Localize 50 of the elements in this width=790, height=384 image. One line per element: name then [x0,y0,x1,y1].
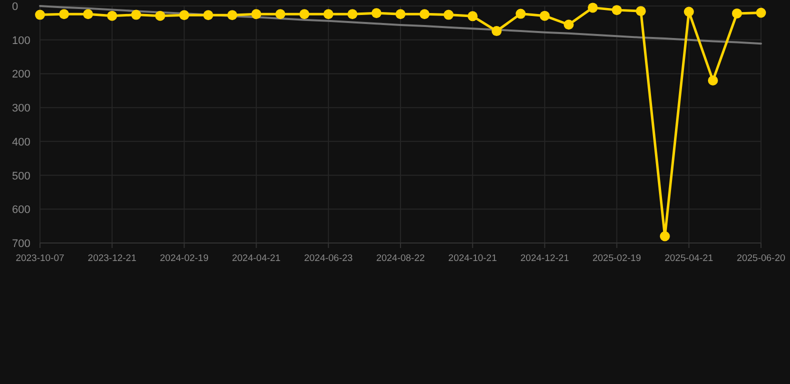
point [564,20,574,30]
point [468,11,478,22]
point [684,6,694,17]
point [59,9,70,20]
point [708,75,718,86]
point [347,9,358,20]
point [516,8,526,19]
y-tick-label: 500 [12,170,30,182]
x-tick-label: 2024-12-21 [520,253,570,264]
point [179,10,190,20]
point [732,8,742,18]
point [107,10,118,21]
x-tick-label: 2024-02-19 [160,253,209,264]
x-tick-label: 2025-02-19 [592,253,642,264]
point [420,9,430,20]
x-tick-label: 2025-04-21 [664,253,714,264]
point [203,10,214,20]
x-tick-label: 2024-08-22 [376,253,425,264]
y-tick-label: 100 [12,34,30,47]
point [275,9,286,20]
y-tick-label: 400 [12,136,30,148]
x-tick-label: 2023-10-07 [16,253,64,264]
point [492,26,502,36]
x-tick-label: 2024-04-21 [232,253,281,264]
point [251,9,262,20]
point [323,9,334,20]
point [660,231,670,242]
point [299,9,310,20]
x-tick-label: 2025-06-20 [736,253,786,264]
x-tick-label: 2024-06-23 [304,253,353,264]
point [756,8,766,18]
point [155,10,166,21]
y-tick-label: 600 [12,204,30,216]
point [540,10,550,21]
point [371,8,382,18]
point [588,2,598,13]
point [131,10,142,20]
point [396,9,406,20]
point [35,10,45,20]
point [612,5,622,16]
point [444,10,454,20]
y-tick-label: 300 [12,102,30,115]
x-tick-label: 2024-10-21 [448,253,497,264]
x-tick-label: 2023-12-21 [88,253,136,264]
point [636,6,646,16]
y-tick-label: 200 [12,68,30,81]
y-tick-label: 700 [12,238,30,250]
point [83,9,94,20]
point [227,10,238,20]
y-tick-label: 0 [12,1,18,13]
